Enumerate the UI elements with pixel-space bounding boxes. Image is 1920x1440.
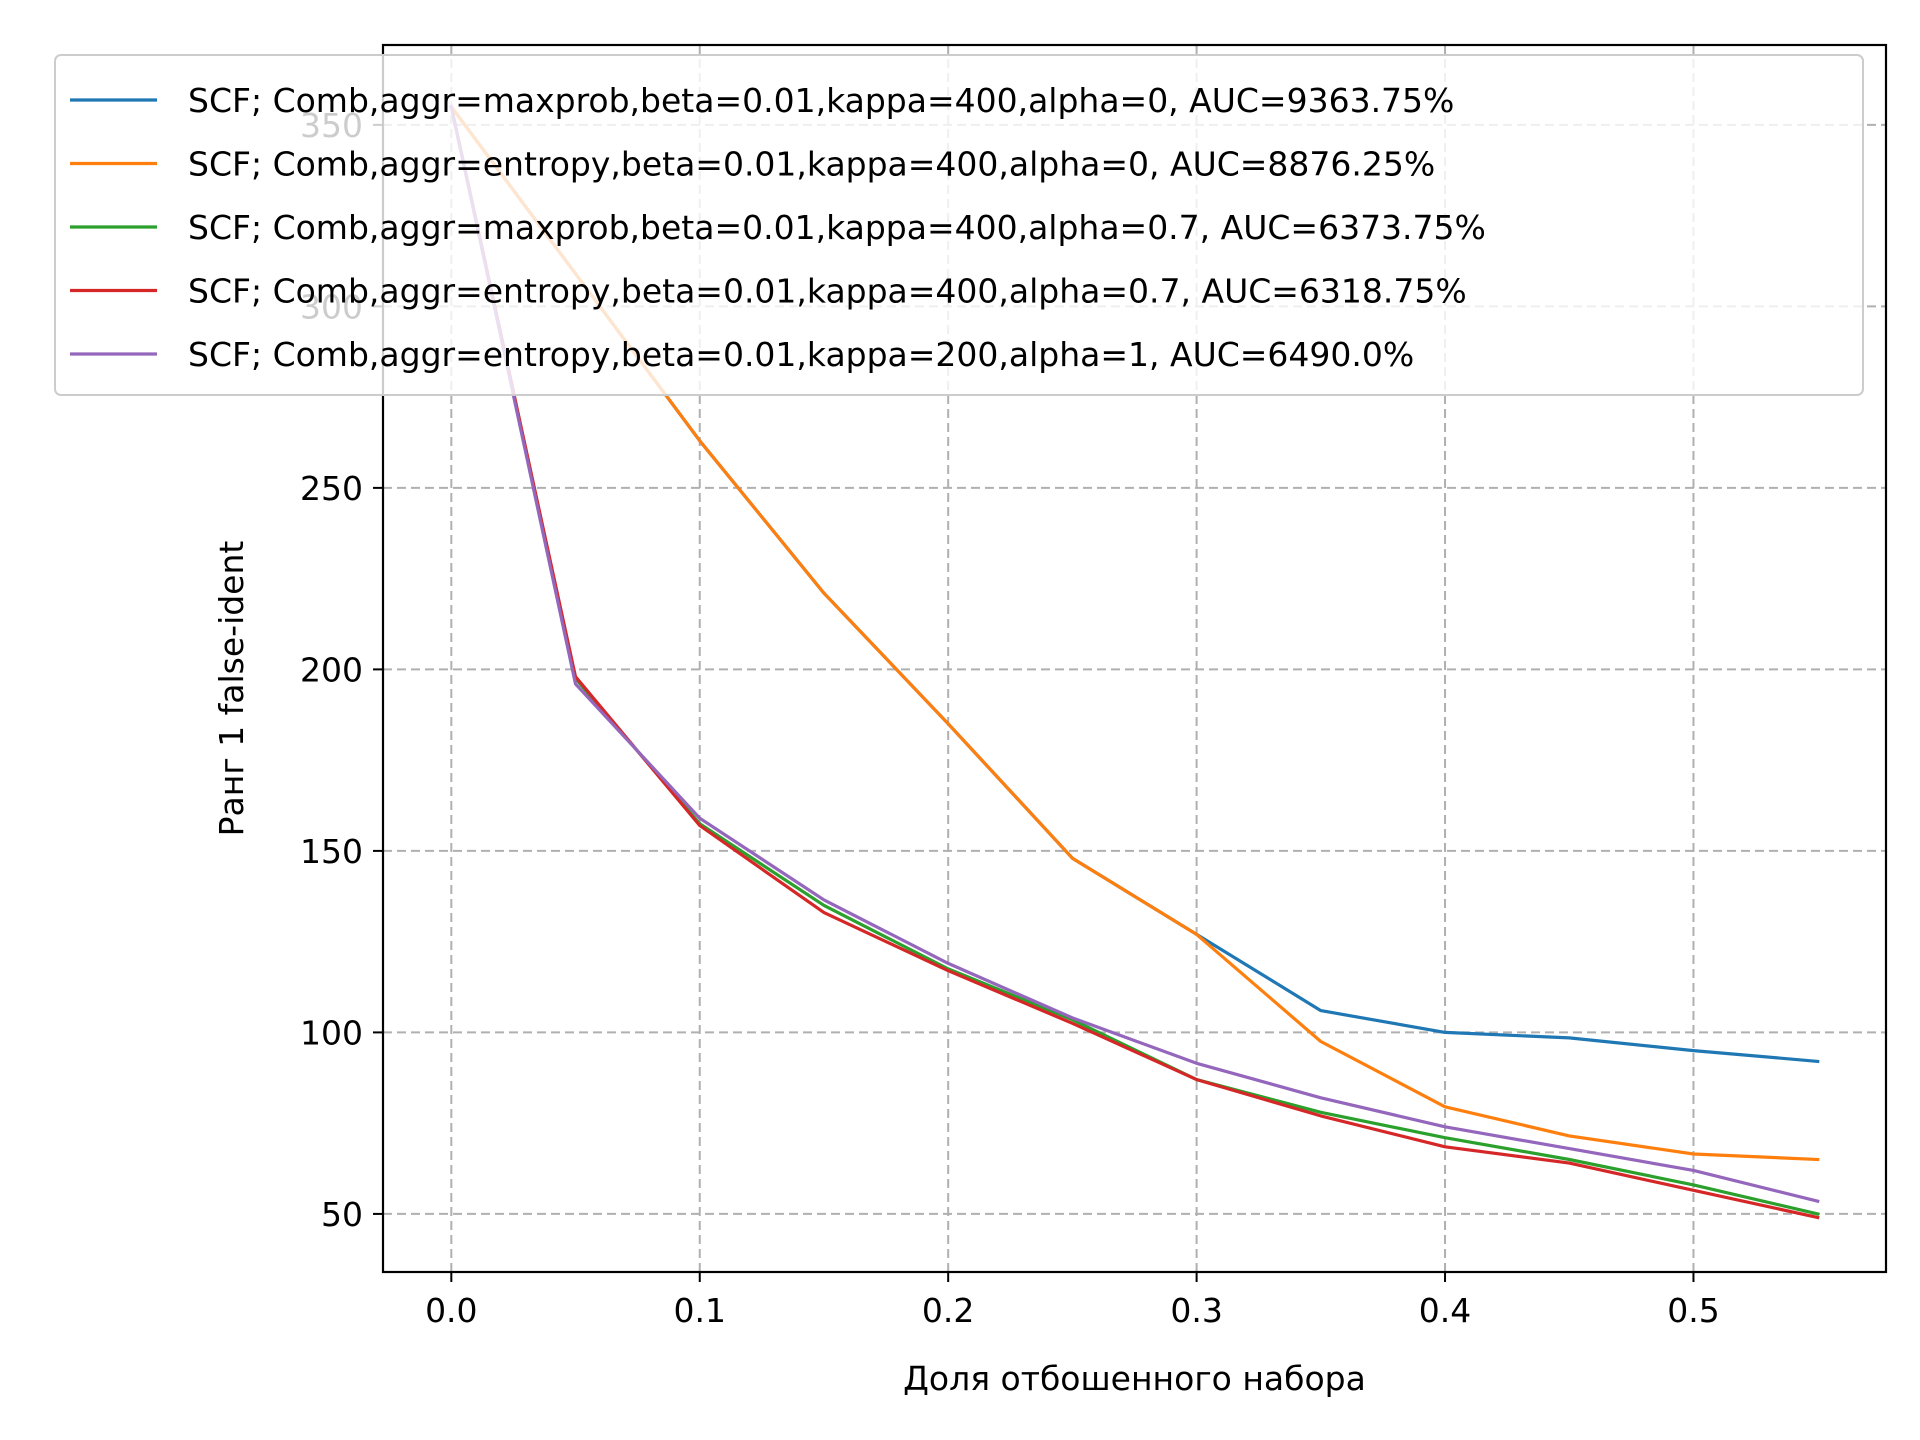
series-line <box>449 104 1820 1162</box>
axis-ticks: 0.00.10.20.30.40.550100150200250300350 <box>300 106 1720 1330</box>
x-tick-label: 0.0 <box>425 1291 477 1330</box>
series-lines <box>449 104 1820 1220</box>
y-tick-label: 250 <box>300 469 363 508</box>
x-tick-label: 0.4 <box>1419 1291 1471 1330</box>
y-tick-label: 100 <box>300 1013 363 1052</box>
legend-entry: SCF; Comb,aggr=entropy,beta=0.01,kappa=4… <box>188 272 1467 311</box>
legend-entry: SCF; Comb,aggr=entropy,beta=0.01,kappa=2… <box>188 335 1414 374</box>
legend: SCF; Comb,aggr=maxprob,beta=0.01,kappa=4… <box>54 54 1864 396</box>
y-tick-label: 150 <box>300 832 363 871</box>
legend-entry: SCF; Comb,aggr=entropy,beta=0.01,kappa=4… <box>188 145 1435 184</box>
x-tick-label: 0.2 <box>922 1291 974 1330</box>
legend-entry: SCF; Comb,aggr=maxprob,beta=0.01,kappa=4… <box>188 81 1454 120</box>
series-line <box>449 104 1820 1204</box>
x-tick-label: 0.3 <box>1170 1291 1222 1330</box>
plot-frame <box>381 43 1888 1274</box>
x-axis-label: Доля отбошенного набора <box>903 1359 1366 1398</box>
legend-entry: SCF; Comb,aggr=maxprob,beta=0.01,kappa=4… <box>188 208 1486 247</box>
series-line <box>449 104 1820 1220</box>
x-tick-label: 0.1 <box>674 1291 726 1330</box>
y-tick-label: 200 <box>300 650 363 689</box>
y-tick-label: 50 <box>321 1195 363 1234</box>
legend-box <box>54 54 1864 396</box>
x-tick-label: 0.5 <box>1667 1291 1719 1330</box>
y-axis-label: Ранг 1 false-ident <box>212 541 251 837</box>
